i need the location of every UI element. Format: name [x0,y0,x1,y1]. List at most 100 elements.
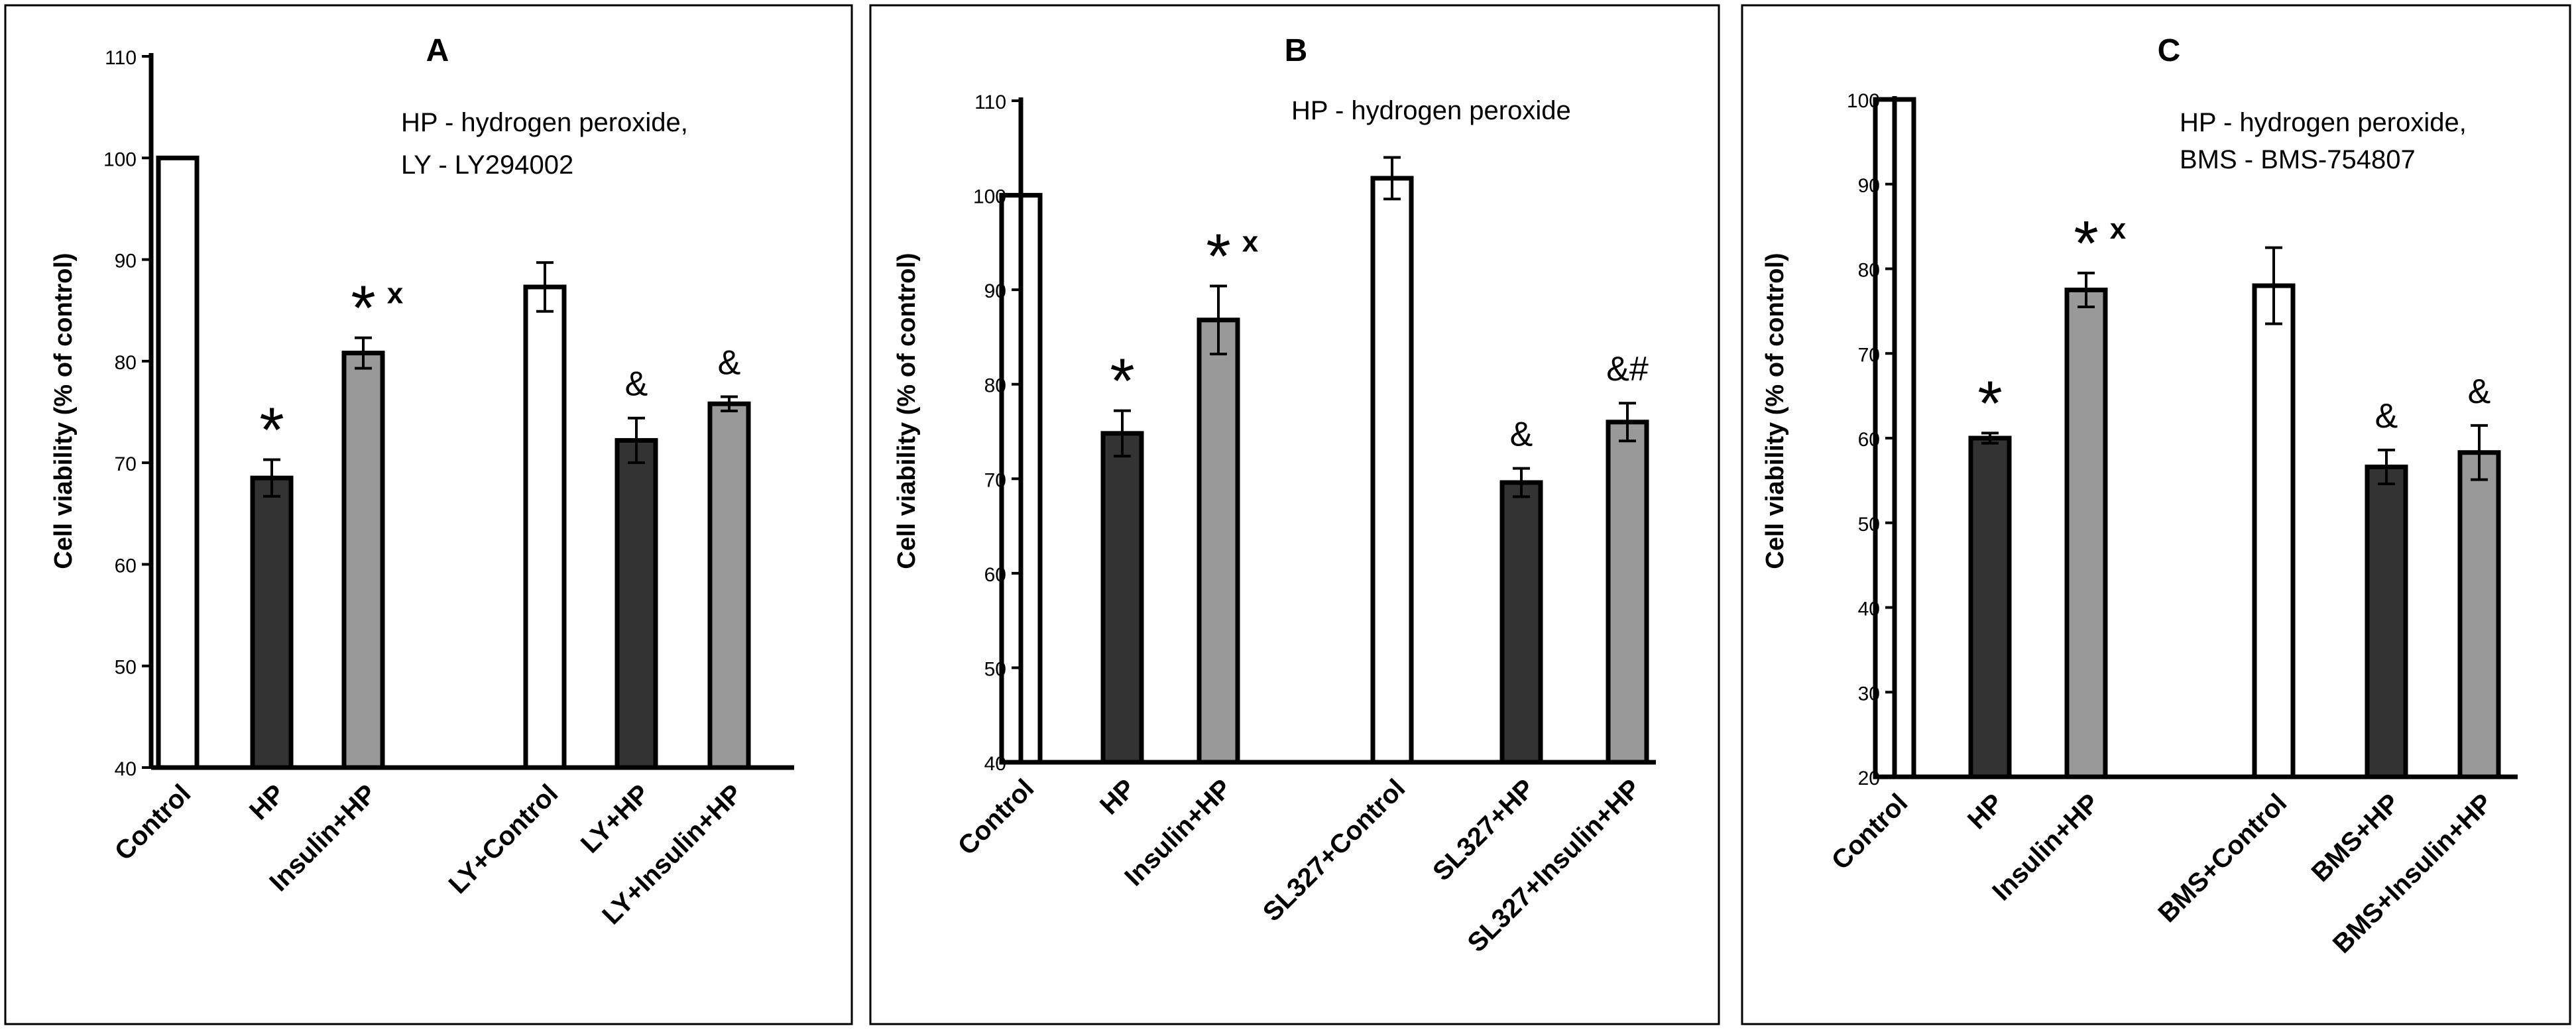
chart-panel-c: C HP - hydrogen peroxide, BMS - BMS-754807… [1741,4,2571,1025]
x-tick-label: Control [1826,788,1914,876]
x-tick-label: SL327+HP [1427,774,1540,886]
y-tick-label: 60 [1858,429,1880,451]
y-tick-label: 90 [1858,175,1880,197]
bar-4 [523,284,567,770]
bar-2 [1968,435,2012,779]
significance-mark: & [2375,397,2398,435]
x-tick-label: BMS+HP [2306,788,2406,888]
significance-subscript: x [1242,225,1259,258]
panel-title: A [426,33,449,68]
x-tick-label: BMS+Control [2152,788,2292,928]
legend-note-line: LY - LY294002 [401,150,573,180]
x-tick-label: BMS+Insulin+HP [2327,788,2498,958]
bar-5 [615,437,658,770]
x-tick-label: HP [1094,774,1141,820]
error-bar-5 [1513,467,1530,498]
y-tick-label: 70 [984,469,1006,491]
x-tick-label: SL327+Control [1258,774,1411,927]
significance-mark: * [351,273,375,344]
bar-4 [2252,283,2296,779]
error-bar-6 [721,395,738,412]
x-tick-label: HP [244,779,290,825]
bar-2 [1100,431,1144,765]
significance-mark: * [259,395,284,466]
bar-4 [1370,176,1414,765]
y-tick-label: 30 [1858,683,1880,705]
error-bar-3 [355,336,372,370]
bar-6 [2457,450,2501,779]
panel-frame [4,4,853,1025]
y-tick-label: 90 [115,251,137,272]
y-tick-label: 40 [984,753,1006,775]
x-tick-label: LY+Control [443,779,564,899]
significance-subscript: x [387,278,404,310]
y-tick-label: 50 [984,658,1006,680]
bar-3 [1197,317,1240,765]
x-tick-label: HP [1962,788,2009,835]
y-tick-label: 70 [1858,344,1880,366]
y-tick-label: 60 [115,555,137,577]
significance-mark: & [718,344,741,382]
error-bar-4 [1383,156,1401,201]
significance-mark: & [2468,373,2491,411]
y-tick-label: 90 [984,280,1006,302]
legend-note-line: HP - hydrogen peroxide [1291,96,1571,125]
error-bar-2 [1114,409,1131,458]
y-tick-label: 50 [1858,514,1880,536]
significance-mark: * [1110,346,1134,417]
error-bar-4 [536,261,554,313]
x-tick-label: Control [953,774,1040,861]
y-tick-label: 80 [115,352,137,374]
legend-note-line: HP - hydrogen peroxide, [2180,108,2467,137]
y-tick-label: 110 [105,47,137,69]
y-axis-label: Cell viability (% of control) [50,253,78,569]
error-bar-2 [263,458,280,498]
significance-mark: * [1977,368,2002,439]
chart-panel-b: B HP - hydrogen peroxide Cell viability (%… [869,4,1720,1025]
y-tick-label: 100 [973,186,1006,208]
y-tick-label: 80 [1858,260,1880,282]
y-axis-label: Cell viability (% of control) [893,253,921,569]
error-bar-4 [2265,246,2282,325]
y-tick-label: 70 [115,453,137,475]
error-bar-5 [2378,448,2395,485]
y-axis-label: Cell viability (% of control) [1761,253,1789,569]
legend-note-line: BMS - BMS-754807 [2180,145,2416,174]
error-bar-3 [2078,271,2095,308]
y-tick-label: 60 [984,564,1006,586]
y-tick-label: 110 [974,91,1006,113]
y-tick-label: 40 [115,758,137,780]
y-tick-label: 100 [103,148,137,170]
bar-5 [2365,464,2408,779]
legend-note-line: HP - hydrogen peroxide, [401,108,688,137]
error-bar-5 [628,416,645,465]
error-bar-6 [2471,424,2488,481]
error-bar-6 [1619,402,1636,443]
significance-mark: &# [1606,350,1649,388]
significance-subscript: x [2110,213,2127,245]
y-tick-label: 20 [1858,768,1880,789]
y-tick-label: 80 [984,375,1006,397]
x-tick-label: Control [109,779,197,866]
chart-panel-a: A HP - hydrogen peroxide, LY - LY294002 Cel… [4,4,853,1025]
panel-title: C [2158,33,2181,68]
bar-6 [707,401,751,770]
bar-2 [250,475,294,770]
significance-mark: & [625,365,648,404]
error-bar-2 [1981,432,1999,445]
bar-1 [156,155,200,770]
significance-mark: * [1206,221,1230,292]
significance-mark: & [1510,416,1533,454]
y-tick-label: 40 [1858,599,1880,620]
bar-6 [1606,420,1649,765]
bar-3 [341,351,385,770]
bar-5 [1499,480,1543,765]
panel-frame [869,4,1720,1025]
bar-3 [2064,287,2108,779]
x-tick-label: LY+HP [575,779,655,858]
y-tick-label: 100 [1847,90,1880,112]
panel-title: B [1285,33,1308,68]
x-tick-label: SL327+Insulin+HP [1462,774,1646,958]
significance-mark: * [2074,208,2098,279]
